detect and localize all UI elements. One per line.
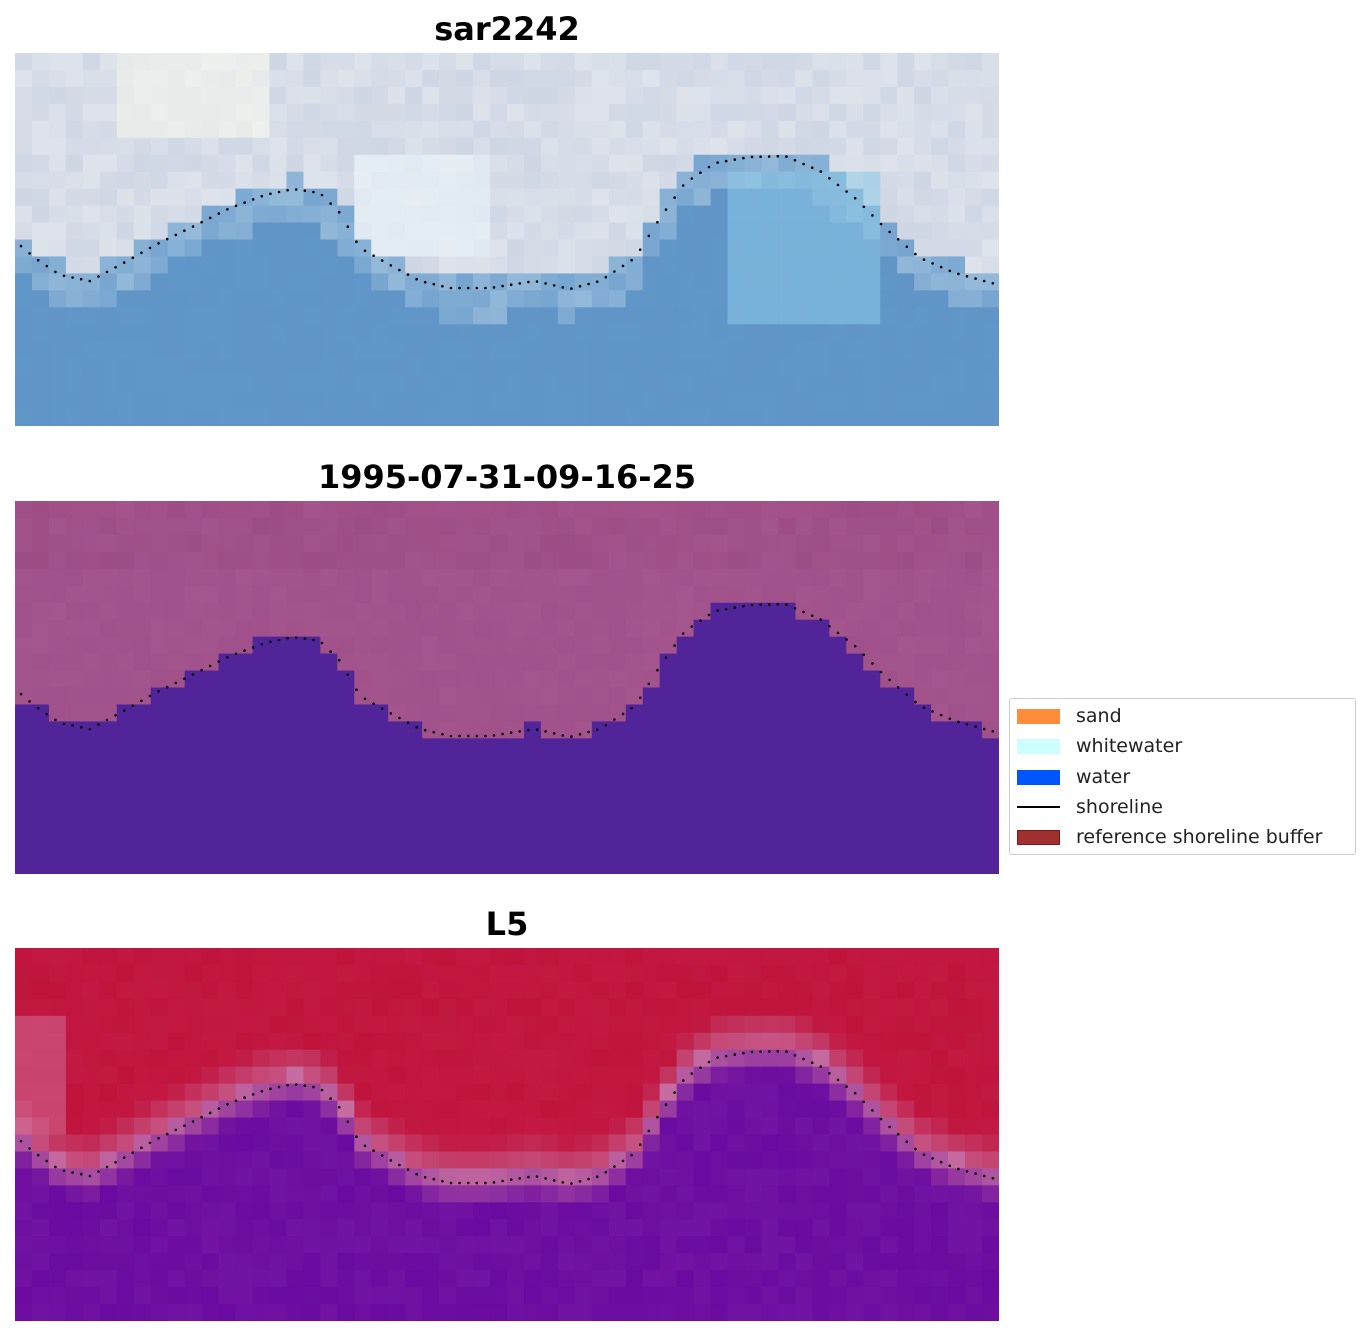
shoreline-dots bbox=[19, 602, 995, 738]
shoreline-dots bbox=[19, 1049, 995, 1185]
legend-label-sand: sand bbox=[1076, 705, 1122, 727]
reference-buffer-swatch bbox=[1017, 829, 1060, 845]
legend-label-reference-buffer: reference shoreline buffer bbox=[1076, 826, 1323, 848]
legend-label-whitewater: whitewater bbox=[1076, 735, 1183, 757]
legend-item-sand: sand bbox=[1017, 705, 1122, 727]
probability-image bbox=[15, 948, 999, 1321]
legend-item-water: water bbox=[1017, 766, 1130, 788]
sar-image-panel bbox=[15, 53, 999, 426]
whitewater-swatch bbox=[1017, 738, 1060, 754]
sand-swatch bbox=[1017, 708, 1060, 724]
panel-title-2: 1995-07-31-09-16-25 bbox=[317, 458, 697, 496]
panel-title-3: L5 bbox=[485, 905, 529, 943]
probability-image-panel bbox=[15, 948, 999, 1321]
classified-image-panel bbox=[15, 501, 999, 874]
legend-item-whitewater: whitewater bbox=[1017, 735, 1182, 757]
water-swatch bbox=[1017, 769, 1060, 785]
sar-image bbox=[15, 53, 999, 426]
legend-label-water: water bbox=[1076, 766, 1131, 788]
legend-item-reference-buffer: reference shoreline buffer bbox=[1017, 826, 1322, 848]
legend-label-shoreline: shoreline bbox=[1076, 796, 1163, 818]
legend: sand whitewater water shoreline referenc… bbox=[1009, 698, 1356, 855]
legend-item-shoreline: shoreline bbox=[1017, 796, 1163, 818]
shoreline-swatch bbox=[1017, 806, 1060, 808]
panel-title-1: sar2242 bbox=[434, 10, 580, 48]
classified-image bbox=[15, 501, 999, 874]
shoreline-dots bbox=[19, 154, 995, 290]
